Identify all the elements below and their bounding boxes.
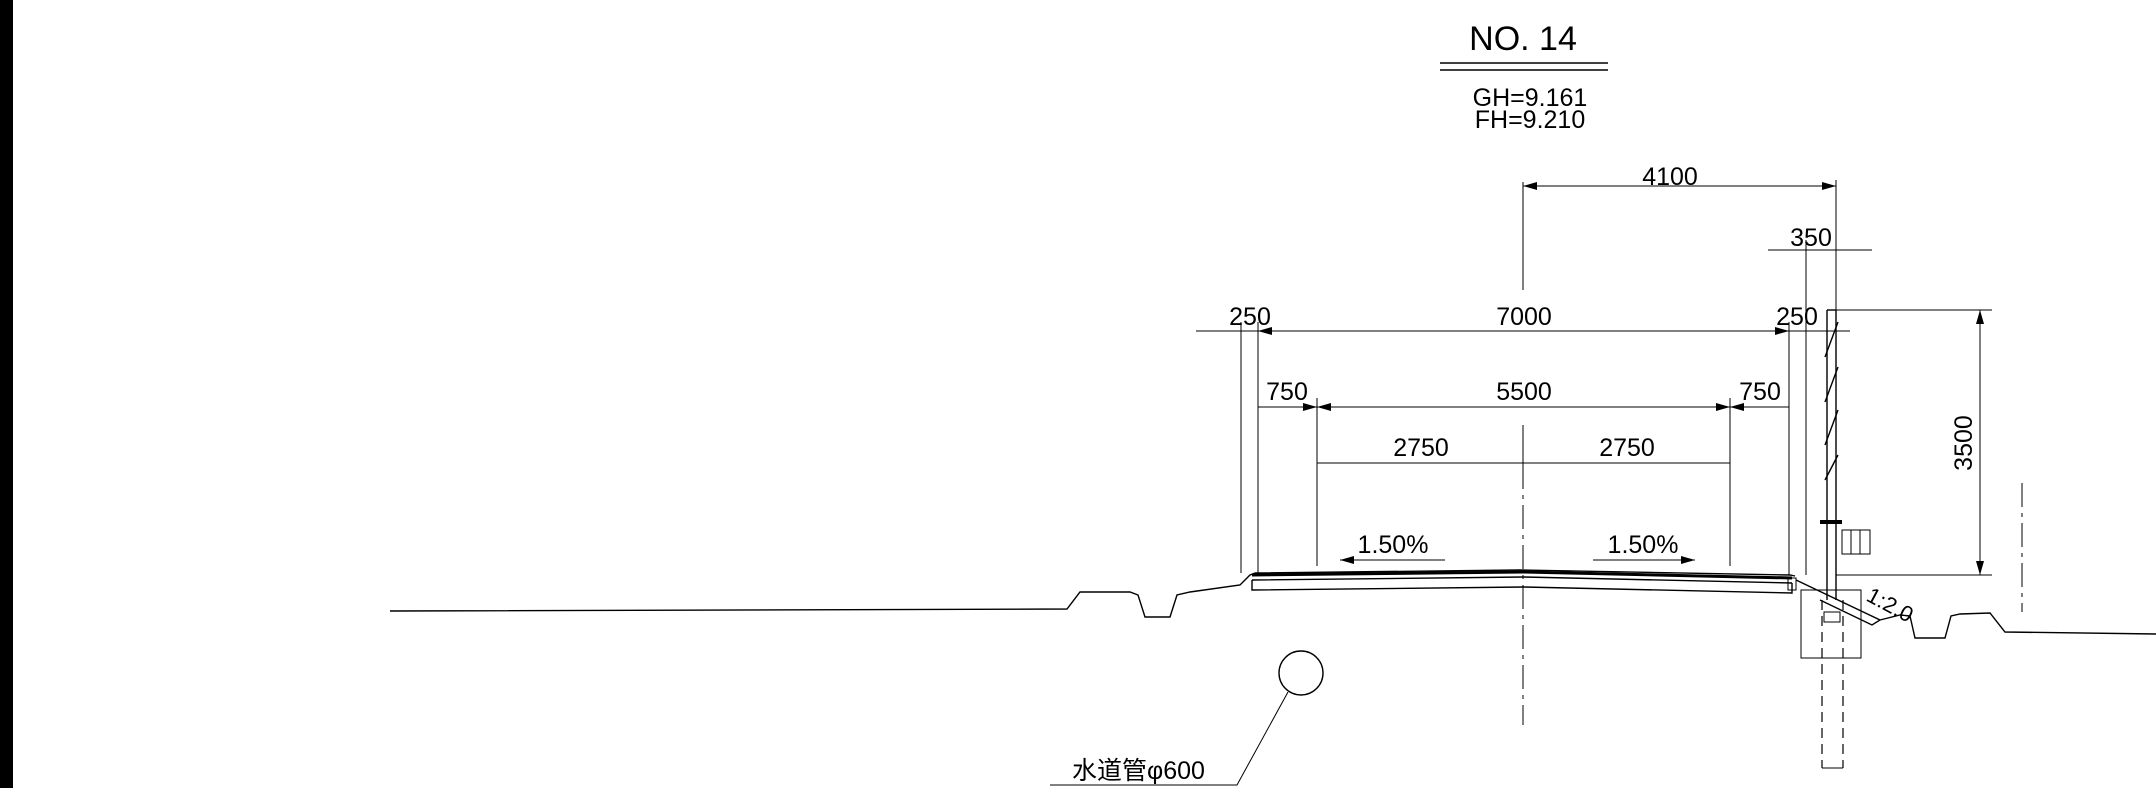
ground-line-left <box>389 572 1256 618</box>
crossfall-right: 1.50% <box>1593 531 1695 564</box>
fence-structure <box>1800 309 1871 769</box>
frame-border <box>0 0 13 788</box>
dim-2750-left: 2750 <box>1393 434 1449 462</box>
dim-250-right: 250 <box>1776 303 1818 331</box>
dim-2750-right: 2750 <box>1599 434 1655 462</box>
dim-350: 350 <box>1790 224 1832 252</box>
dim-7000: 7000 <box>1496 303 1552 331</box>
crossfall-left: 1.50% <box>1340 531 1445 564</box>
dim-3500: 3500 <box>1950 415 1978 471</box>
water-pipe-circle <box>1278 650 1324 696</box>
water-pipe-leader <box>1050 691 1289 786</box>
embankment-slope-label: 1:2.0 <box>1863 582 1918 627</box>
dim-5500: 5500 <box>1496 378 1552 406</box>
dim-750-right: 750 <box>1739 378 1781 406</box>
water-pipe-label: 水道管φ600 <box>1072 757 1205 785</box>
dim-250-left: 250 <box>1229 303 1271 331</box>
dim-4100: 4100 <box>1642 163 1698 191</box>
pavement <box>1251 569 1797 594</box>
formation-height-label: FH=9.210 <box>1475 106 1586 134</box>
extension-lines <box>1240 180 1992 576</box>
dim-750-left: 750 <box>1266 378 1308 406</box>
ground-height-label: GH=9.161 <box>1473 84 1588 112</box>
dimension-lines <box>1196 182 1984 575</box>
slope-right-label: 1.50% <box>1608 531 1679 559</box>
ground-line-right <box>1795 579 2156 639</box>
slope-left-label: 1.50% <box>1358 531 1429 559</box>
section-title: NO. 14 <box>1469 20 1577 58</box>
